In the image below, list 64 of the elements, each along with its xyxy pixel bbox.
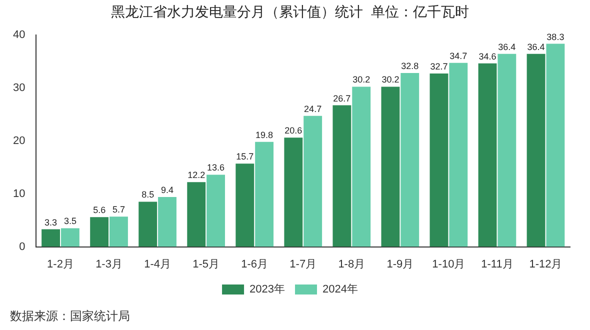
- data-label: 30.2: [382, 74, 400, 85]
- x-tick-label: 1-9月: [386, 258, 414, 270]
- bar: [332, 105, 352, 247]
- bar: [255, 142, 274, 247]
- x-tick-label: 1-7月: [290, 258, 317, 270]
- data-label: 5.7: [112, 204, 125, 215]
- x-tick-label: 1-3月: [96, 258, 122, 270]
- data-label: 26.7: [333, 93, 351, 104]
- y-tick-label: 0: [19, 240, 26, 253]
- data-label: 36.4: [498, 42, 516, 52]
- chart-title: 黑龙江省水力发电量分月（累计值）统计 单位：亿千瓦时: [111, 3, 469, 20]
- bar: [138, 202, 158, 247]
- bar: [546, 44, 565, 247]
- x-tick-label: 1-10月: [432, 258, 466, 270]
- bar: [187, 182, 206, 247]
- bar: [110, 216, 128, 247]
- data-label: 38.3: [546, 32, 564, 42]
- data-label: 12.2: [188, 170, 206, 180]
- bar: [498, 54, 516, 247]
- bar: [526, 54, 546, 247]
- bar: [60, 228, 80, 247]
- bar: [158, 196, 176, 247]
- y-tick-label: 30: [12, 82, 26, 94]
- bar: [352, 86, 371, 247]
- x-tick-label: 1-12月: [529, 258, 562, 270]
- data-label: 34.6: [478, 51, 496, 62]
- bar: [284, 138, 303, 247]
- x-tick-label: 1-8月: [338, 258, 366, 270]
- bar: [449, 62, 468, 247]
- x-tick-label: 1-6月: [241, 258, 268, 270]
- x-tick-label: 1-2月: [47, 258, 74, 270]
- data-label: 30.2: [352, 74, 370, 85]
- x-tick-label: 1-11月: [481, 258, 514, 270]
- x-tick-label: 1-4月: [144, 258, 171, 270]
- data-label: 15.7: [236, 152, 254, 162]
- legend-label: 2024年: [322, 284, 358, 296]
- legend-label: 2023年: [250, 284, 286, 296]
- data-label: 24.7: [304, 104, 322, 114]
- y-tick-label: 20: [12, 134, 26, 147]
- data-label: 5.6: [93, 205, 106, 216]
- data-label: 36.4: [527, 42, 545, 52]
- y-tick-label: 10: [12, 188, 26, 200]
- bar: [304, 116, 322, 247]
- data-label: 32.8: [401, 60, 419, 71]
- bar: [478, 63, 497, 247]
- source-note: 数据来源：国家统计局: [10, 309, 130, 323]
- bar: [206, 174, 225, 247]
- data-label: 34.7: [450, 50, 468, 61]
- bar: [430, 73, 448, 247]
- bar: [381, 86, 400, 247]
- data-label: 32.7: [430, 61, 448, 72]
- bar: [90, 217, 109, 247]
- y-tick-label: 40: [12, 28, 26, 41]
- bar: [400, 72, 420, 247]
- data-label: 3.5: [64, 216, 76, 226]
- data-label: 9.4: [160, 184, 174, 195]
- x-tick-label: 1-5月: [192, 258, 220, 270]
- data-label: 19.8: [256, 130, 274, 140]
- data-label: 3.3: [44, 217, 58, 228]
- bar: [236, 164, 254, 247]
- data-label: 8.5: [142, 190, 154, 200]
- bar: [42, 229, 60, 247]
- data-label: 13.6: [207, 162, 225, 173]
- data-label: 20.6: [284, 126, 302, 136]
